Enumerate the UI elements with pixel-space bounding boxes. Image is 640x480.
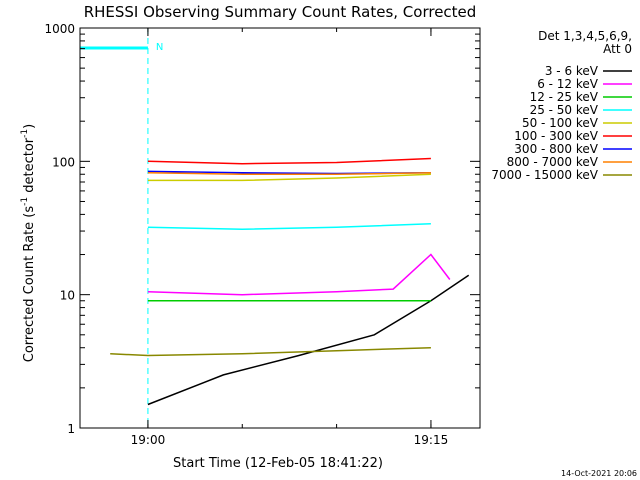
axis-ticks: 18:4519:0019:1519:3019:4520:0020:1511010… — [44, 22, 480, 447]
plot-frame — [79, 27, 481, 429]
legend-label: 3 - 6 keV — [545, 64, 599, 78]
series-lines — [110, 157, 470, 406]
legend-label: 100 - 300 keV — [514, 129, 598, 143]
legend-label: 7000 - 15000 keV — [491, 168, 598, 182]
chart-title: RHESSI Observing Summary Count Rates, Co… — [84, 3, 477, 21]
y-tick-label: 100 — [52, 155, 75, 169]
y-tick-label: 1000 — [44, 22, 75, 36]
legend-label: 12 - 25 keV — [530, 90, 599, 104]
legend-header-line2: Att 0 — [603, 42, 632, 56]
y-axis-label-end: ) — [22, 124, 37, 129]
series-line-1 — [147, 253, 451, 296]
y-axis-label-main: Corrected Count Rate (s — [22, 206, 37, 363]
x-tick-label: 19:00 — [131, 433, 166, 447]
footer-timestamp: 14-Oct-2021 20:06 — [561, 469, 637, 478]
x-axis-label: Start Time (12-Feb-05 18:41:22) — [173, 456, 383, 471]
night-label: N — [156, 42, 163, 53]
series-line-5 — [147, 157, 431, 165]
series-line-7 — [147, 172, 431, 176]
legend-label: 6 - 12 keV — [537, 77, 599, 91]
y-axis-label: Corrected Count Rate (s-1 detector-1) — [20, 124, 37, 362]
y-axis-label-sup1: -1 — [20, 197, 30, 206]
legend-label: 300 - 800 keV — [514, 142, 598, 156]
y-axis-label-sup2: -1 — [20, 129, 30, 138]
x-tick-label: 19:15 — [414, 433, 449, 447]
legend-label: 50 - 100 keV — [522, 116, 599, 130]
y-axis-label-mid: detector — [22, 137, 37, 197]
series-line-8 — [110, 346, 431, 357]
legend-label: 800 - 7000 keV — [507, 155, 599, 169]
legend-label: 25 - 50 keV — [530, 103, 599, 117]
legend-header-line1: Det 1,3,4,5,6,9, — [538, 29, 632, 43]
series-line-0 — [147, 274, 470, 406]
y-tick-label: 10 — [60, 289, 75, 303]
y-tick-label: 1 — [67, 422, 75, 436]
series-line-3 — [147, 223, 431, 230]
series-line-4 — [147, 173, 431, 182]
